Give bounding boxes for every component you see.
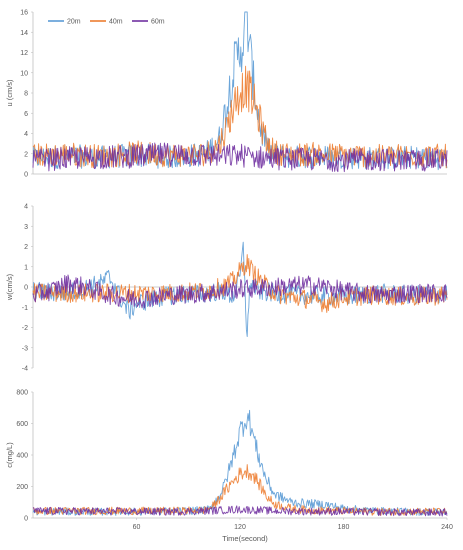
y-tick-label: 6 bbox=[24, 111, 28, 118]
y-tick-label: -4 bbox=[22, 366, 28, 373]
y-tick-label: 14 bbox=[20, 30, 28, 37]
x-tick-label: 120 bbox=[234, 524, 246, 531]
y-tick-label: 0 bbox=[24, 516, 28, 523]
y-tick-label: 800 bbox=[16, 390, 28, 397]
y-tick-label: 1 bbox=[24, 264, 28, 271]
legend-label-20m: 20m bbox=[67, 19, 81, 26]
concentration-panel: 0 200 400 600 800 c(mg/L) 60 120 180 240 bbox=[5, 390, 453, 532]
series-line-40m bbox=[32, 254, 448, 313]
x-tick-label: 240 bbox=[441, 524, 453, 531]
series-line-20m bbox=[32, 409, 448, 516]
y-tick-label: 2 bbox=[24, 151, 28, 158]
y-axis-title: c(mg/L) bbox=[5, 442, 14, 468]
y-tick-label: 2 bbox=[24, 244, 28, 251]
y-tick-label: 0 bbox=[24, 172, 28, 179]
series-line-40m bbox=[32, 464, 448, 516]
y-tick-label: 200 bbox=[16, 484, 28, 491]
series-line-20m bbox=[32, 241, 448, 338]
legend-label-40m: 40m bbox=[109, 19, 123, 26]
y-tick-label: 600 bbox=[16, 421, 28, 428]
y-tick-label: 10 bbox=[20, 70, 28, 77]
x-axis-title: Time(second) bbox=[222, 534, 268, 543]
y-tick-label: 4 bbox=[24, 204, 28, 211]
y-tick-label: 3 bbox=[24, 224, 28, 231]
w-velocity-panel: -4 -3 -2 -1 0 1 2 3 4 w(cm/s) bbox=[5, 204, 448, 373]
series-line-60m bbox=[32, 505, 448, 517]
x-tick-label: 60 bbox=[133, 524, 141, 531]
y-tick-label: -1 bbox=[22, 305, 28, 312]
y-tick-label: 0 bbox=[24, 285, 28, 292]
y-tick-label: 400 bbox=[16, 453, 28, 460]
y-tick-label: 12 bbox=[20, 50, 28, 57]
y-axis-title: w(cm/s) bbox=[5, 273, 14, 301]
y-axis-title: u (cm/s) bbox=[5, 79, 14, 107]
y-tick-label: 8 bbox=[24, 91, 28, 98]
series-line-20m bbox=[32, 11, 448, 171]
x-tick-label: 180 bbox=[338, 524, 350, 531]
series-line-60m bbox=[32, 142, 448, 173]
legend-label-60m: 60m bbox=[151, 19, 165, 26]
y-tick-label: -3 bbox=[22, 345, 28, 352]
legend: 20m 40m 60m bbox=[48, 19, 165, 26]
y-tick-label: -2 bbox=[22, 325, 28, 332]
y-tick-label: 16 bbox=[20, 10, 28, 17]
u-velocity-panel: 0 2 4 6 8 10 12 14 16 u (cm/s) bbox=[5, 10, 448, 179]
series-line-60m bbox=[32, 274, 448, 309]
y-tick-label: 4 bbox=[24, 131, 28, 138]
